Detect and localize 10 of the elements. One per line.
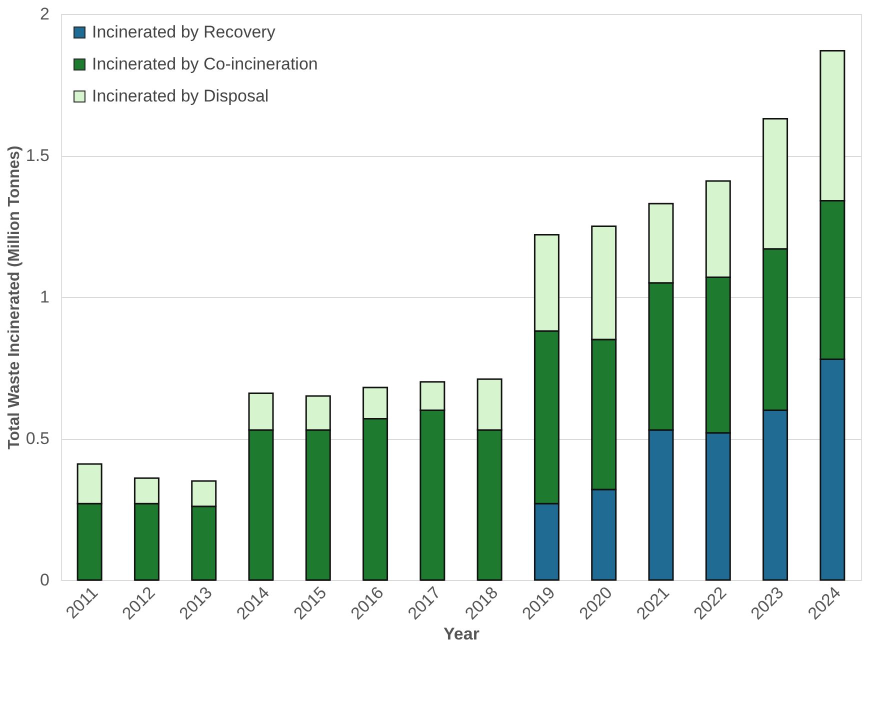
y-axis-title: Total Waste Incinerated (Million Tonnes) xyxy=(6,146,23,450)
y-tick-label: 0 xyxy=(40,570,50,590)
y-tick-label: 1.5 xyxy=(26,146,50,165)
legend-label: Incinerated by Disposal xyxy=(92,86,269,106)
x-axis-title: Year xyxy=(444,624,480,644)
y-tick-label: 2 xyxy=(40,4,50,24)
legend-label: Incinerated by Co-incineration xyxy=(92,54,318,74)
y-tick-label: 0.5 xyxy=(26,429,50,448)
y-tick-label: 1 xyxy=(40,288,50,306)
legend-label: Incinerated by Recovery xyxy=(92,22,276,42)
